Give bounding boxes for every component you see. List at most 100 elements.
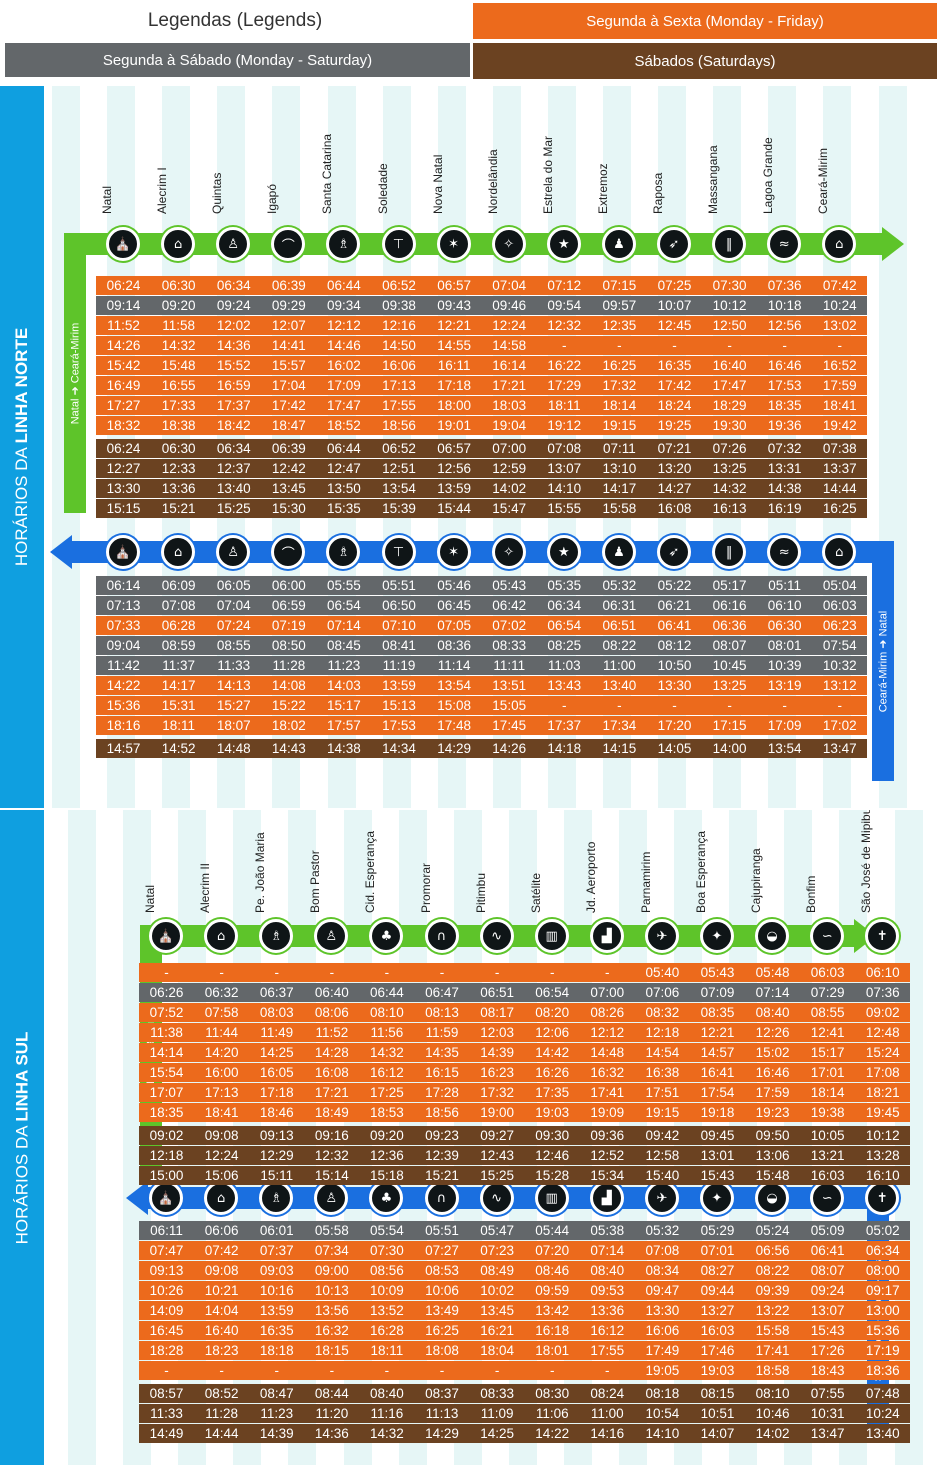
time-cell: 11:38 xyxy=(139,1023,195,1042)
time-cell: 19:36 xyxy=(757,416,813,435)
time-cell: 17:45 xyxy=(481,716,537,735)
time-cell: 17:55 xyxy=(371,396,427,415)
stop-label-13: São José de Mipibu xyxy=(855,810,911,917)
time-cell: 16:46 xyxy=(745,1063,801,1082)
time-cell: 15:25 xyxy=(206,499,262,518)
time-cell: 09:23 xyxy=(414,1126,470,1145)
time-cell: 05:32 xyxy=(591,576,647,595)
time-cell: 17:51 xyxy=(634,1083,690,1102)
time-cell: 10:31 xyxy=(800,1404,856,1423)
time-cell: 09:27 xyxy=(469,1126,525,1145)
stop-label-12: Bonfim xyxy=(800,810,856,917)
timetable-row: 06:24 06:30 06:34 06:39 06:44 06:52 06:57 07:04… xyxy=(96,276,868,295)
time-cell: 16:40 xyxy=(702,356,758,375)
sign-icon: ⊤ xyxy=(381,535,416,569)
time-cell: - xyxy=(702,696,758,715)
stop-label-9: Extremoz xyxy=(592,86,648,218)
time-cell: 19:23 xyxy=(745,1103,801,1122)
figure-icon: ♟ xyxy=(601,535,636,569)
time-cell: 15:02 xyxy=(745,1043,801,1062)
time-cell: 12:39 xyxy=(414,1146,470,1165)
time-cell: - xyxy=(414,1361,470,1380)
cross-icon: ✝ xyxy=(865,919,900,953)
time-cell: 17:27 xyxy=(96,396,152,415)
time-cell: 07:27 xyxy=(414,1241,470,1260)
stop-label-6: Pitimbu xyxy=(470,810,526,917)
time-cell: 14:48 xyxy=(579,1043,635,1062)
time-cell: 16:28 xyxy=(359,1321,415,1340)
time-cell: - xyxy=(591,696,647,715)
time-cell: 13:37 xyxy=(812,459,868,478)
palm-icon: ♣ xyxy=(369,919,404,953)
inbound-direction-label: Ceará-Mirim ➜ Natal xyxy=(877,610,890,712)
time-cell: 12:43 xyxy=(469,1146,525,1165)
time-cell: 14:03 xyxy=(316,676,372,695)
time-cell: 13:40 xyxy=(591,676,647,695)
time-cell: 18:18 xyxy=(249,1341,305,1360)
time-cell: 14:43 xyxy=(261,739,317,758)
time-cell: 17:08 xyxy=(855,1063,911,1082)
time-cell: 18:07 xyxy=(206,716,262,735)
figure-icon: ♟ xyxy=(601,227,636,261)
time-cell: 17:32 xyxy=(469,1083,525,1102)
time-cell: 14:29 xyxy=(426,739,482,758)
stop-label-1: Alecrim I xyxy=(151,86,207,218)
time-cell: 16:08 xyxy=(646,499,703,518)
time-cell: 16:05 xyxy=(249,1063,305,1082)
stop-name: Quintas xyxy=(210,172,225,214)
time-cell: 12:02 xyxy=(206,316,262,335)
time-cell: 15:13 xyxy=(371,696,427,715)
stop-label-12: Lagoa Grande xyxy=(757,86,813,218)
timetable-row: 09:13 09:08 09:03 09:00 08:56 08:53 08:49 08:46… xyxy=(139,1261,911,1280)
time-cell: 11:14 xyxy=(426,656,482,675)
time-cell: 09:13 xyxy=(139,1261,195,1280)
time-cell: 12:06 xyxy=(524,1023,580,1042)
stop-name: Satélite xyxy=(528,872,543,913)
wave-icon: ∽ xyxy=(810,1181,845,1215)
time-cell: 16:55 xyxy=(151,376,207,395)
time-cell: 06:05 xyxy=(206,576,262,595)
stop-name: Santa Catarina xyxy=(320,133,335,214)
time-cell: 09:57 xyxy=(591,296,647,315)
timetable-row: 09:14 09:20 09:24 09:29 09:34 09:38 09:43 09:46… xyxy=(96,296,868,315)
time-cell: 06:51 xyxy=(591,616,647,635)
time-cell: 14:58 xyxy=(481,336,537,355)
time-cell: 13:07 xyxy=(800,1301,856,1320)
time-cell: 14:34 xyxy=(371,739,427,758)
time-cell: 11:44 xyxy=(194,1023,250,1042)
time-cell: 14:08 xyxy=(261,676,317,695)
north-timetable: Natal Alecrim I Quintas Igapó Santa Catarina… xyxy=(44,86,940,808)
time-cell: 13:54 xyxy=(757,739,813,758)
timetable-row: 14:22 14:17 14:13 14:08 14:03 13:59 13:54 13:51… xyxy=(96,676,868,695)
time-cell: 09:54 xyxy=(536,296,592,315)
time-cell: 13:59 xyxy=(426,479,482,498)
timetable-row: 14:26 14:32 14:36 14:41 14:46 14:50 14:55 14:58… xyxy=(96,336,868,355)
time-cell: 17:59 xyxy=(812,376,868,395)
time-cell: 18:52 xyxy=(316,416,372,435)
time-cell: 17:41 xyxy=(745,1341,801,1360)
time-cell: 12:24 xyxy=(481,316,537,335)
river-icon: ∿ xyxy=(479,1181,514,1215)
time-cell: 09:34 xyxy=(316,296,372,315)
time-cell: 17:20 xyxy=(646,716,703,735)
houses-icon: ⌂ xyxy=(204,1181,239,1215)
time-cell: 05:43 xyxy=(689,963,746,982)
time-cell: 08:10 xyxy=(359,1003,415,1022)
time-cell: - xyxy=(249,963,305,982)
compass-icon: ✧ xyxy=(491,227,526,261)
time-cell: 06:10 xyxy=(855,963,911,982)
time-cell: 16:26 xyxy=(524,1063,580,1082)
time-cell: 14:14 xyxy=(139,1043,195,1062)
stop-label-6: Nova Natal xyxy=(427,86,483,218)
time-cell: 09:16 xyxy=(304,1126,360,1145)
time-cell: 09:14 xyxy=(96,296,152,315)
time-cell: 05:51 xyxy=(414,1221,470,1240)
time-cell: 15:57 xyxy=(261,356,317,375)
time-cell: 13:51 xyxy=(481,676,537,695)
time-cell: 08:17 xyxy=(469,1003,525,1022)
time-cell: 10:45 xyxy=(702,656,758,675)
time-cell: 19:45 xyxy=(855,1103,911,1122)
time-cell: 18:11 xyxy=(536,396,592,415)
time-cell: 14:44 xyxy=(194,1424,250,1443)
time-cell: 13:40 xyxy=(206,479,262,498)
